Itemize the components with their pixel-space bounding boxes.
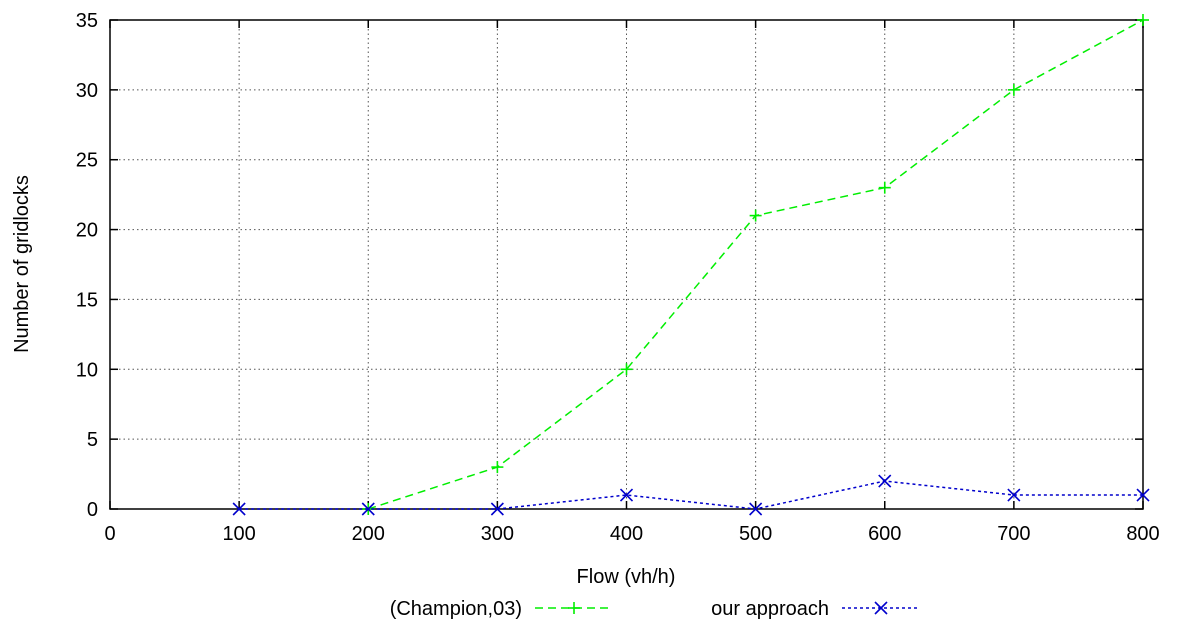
legend-marker: [874, 601, 888, 615]
x-tick-label: 500: [739, 523, 772, 545]
y-tick-label: 10: [76, 359, 98, 381]
data-point: [491, 461, 504, 474]
x-tick-label: 400: [610, 523, 643, 545]
data-point: [878, 474, 892, 488]
y-tick-label: 30: [76, 80, 98, 102]
series-1: [232, 474, 1150, 516]
x-tick-label: 600: [868, 523, 901, 545]
legend-label: our approach: [711, 598, 829, 620]
x-axis-label: Flow (vh/h): [577, 566, 676, 588]
legend-label: (Champion,03): [390, 598, 522, 620]
data-point: [620, 363, 633, 376]
grid-lines: [110, 20, 1143, 509]
y-axis-label: Number of gridlocks: [11, 175, 33, 353]
data-point: [490, 502, 504, 516]
data-point: [619, 488, 634, 502]
data-point: [749, 502, 763, 516]
data-point: [1137, 14, 1149, 26]
y-tick-label: 25: [76, 150, 98, 172]
data-point: [1007, 83, 1020, 96]
y-tick-label: 0: [87, 499, 98, 521]
data-point: [878, 181, 891, 194]
x-tick-label: 100: [222, 523, 255, 545]
data-point: [232, 502, 246, 516]
x-tick-label: 0: [104, 523, 115, 545]
x-tick-label: 700: [997, 523, 1030, 545]
legend-entry-0: (Champion,03): [390, 598, 613, 620]
axis-ticks: 0 100 200 300 400 500 600 700 800 0 5 10 15 20 25 30 35: [76, 10, 1160, 545]
series-0: [362, 14, 1149, 515]
data-point: [1136, 488, 1150, 502]
data-point: [361, 502, 375, 516]
legend-marker: [568, 602, 580, 614]
legend-entry-1: our approach: [711, 598, 920, 620]
data-point: [1007, 488, 1021, 502]
x-tick-label: 800: [1126, 523, 1159, 545]
x-tick-label: 200: [352, 523, 385, 545]
y-tick-label: 20: [76, 220, 98, 242]
legend: (Champion,03) our approach: [390, 598, 920, 620]
y-tick-label: 5: [87, 429, 98, 451]
data-point: [749, 209, 762, 222]
data-series: [232, 14, 1150, 516]
y-tick-label: 15: [76, 289, 98, 311]
x-tick-label: 300: [481, 523, 514, 545]
y-tick-label: 35: [76, 10, 98, 32]
series-line: [239, 480, 1143, 510]
